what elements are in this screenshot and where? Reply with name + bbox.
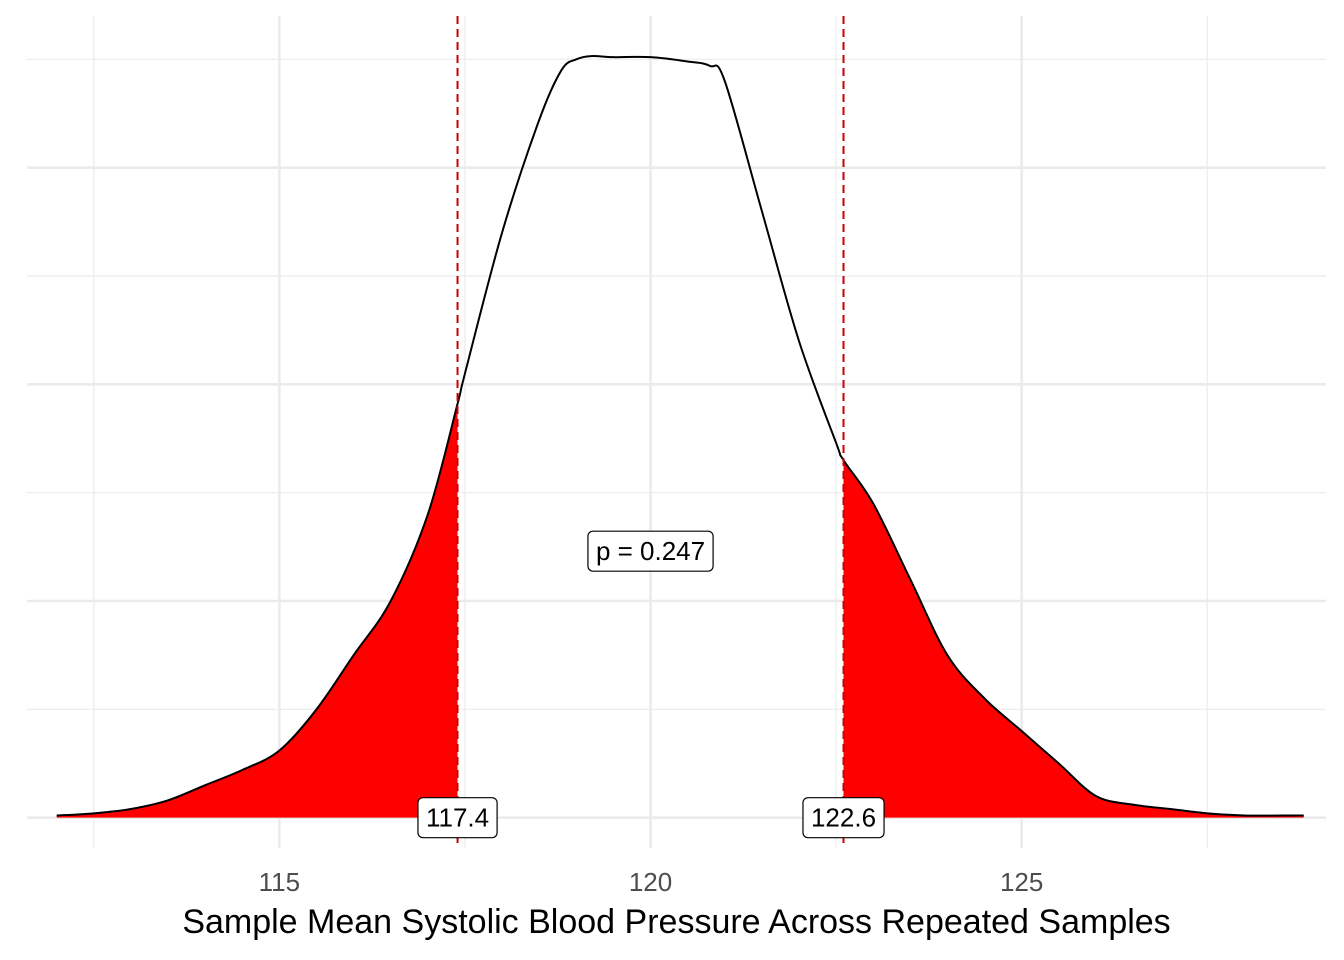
p-value-label: p = 0.247	[596, 536, 705, 566]
lower-critical-value-label-group: 117.4	[417, 797, 498, 839]
shaded-tail-regions	[56, 403, 1304, 818]
reference-lines	[456, 16, 845, 848]
lower-critical-value-label: 117.4	[426, 803, 489, 833]
annotations: 117.4 122.6 p = 0.247	[417, 530, 885, 839]
left-tail-region	[56, 403, 458, 818]
x-tick-label: 125	[1000, 867, 1043, 897]
density-curve-layer	[56, 55, 1304, 817]
upper-critical-value-label-box	[802, 797, 885, 839]
p-value-label-group: p = 0.247	[587, 530, 714, 572]
lower-critical-value-label-box	[417, 797, 498, 839]
upper-critical-value-label: 122.6	[811, 803, 876, 833]
right-tail-region	[843, 460, 1304, 818]
density-curve	[56, 55, 1304, 817]
x-axis: 115 120 125 Sample Mean Systolic Blood Pres…	[182, 867, 1170, 941]
x-axis-title: Sample Mean Systolic Blood Pressure Acro…	[182, 903, 1170, 941]
x-tick-label: 115	[259, 867, 300, 897]
x-tick-label: 120	[629, 867, 672, 897]
p-value-label-box	[587, 530, 714, 572]
upper-critical-value-label-group: 122.6	[802, 797, 885, 839]
gridlines	[27, 16, 1326, 848]
